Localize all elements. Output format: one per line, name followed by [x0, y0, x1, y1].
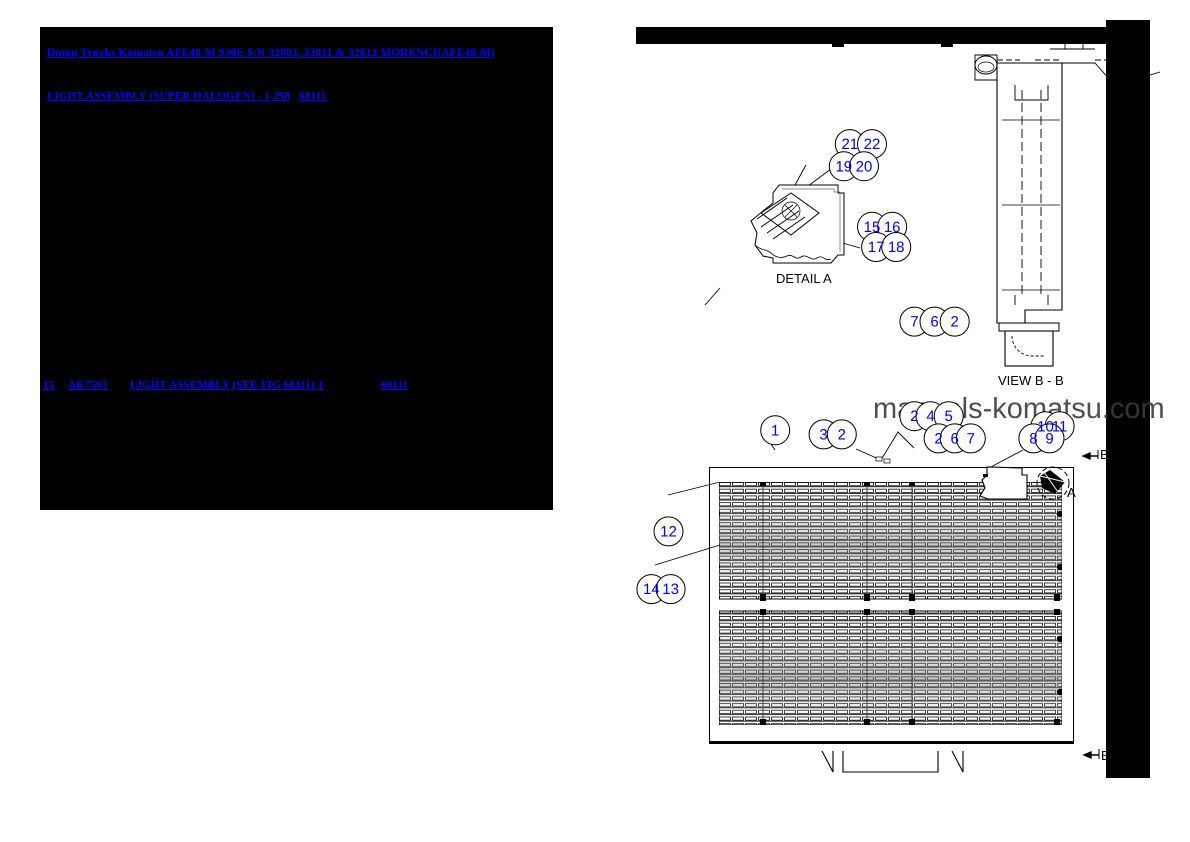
svg-text:21: 21: [841, 136, 858, 153]
svg-text:15: 15: [864, 219, 881, 236]
svg-text:2: 2: [838, 426, 846, 443]
svg-text:B: B: [1100, 447, 1109, 462]
svg-text:2: 2: [934, 430, 942, 447]
svg-text:14: 14: [643, 581, 660, 598]
svg-text:1: 1: [771, 422, 779, 439]
svg-text:4: 4: [926, 408, 934, 425]
svg-text:6: 6: [951, 430, 959, 447]
svg-text:5: 5: [945, 408, 953, 425]
svg-text:19: 19: [835, 158, 852, 175]
svg-text:18: 18: [888, 239, 905, 256]
svg-text:8: 8: [1029, 430, 1037, 447]
svg-text:7: 7: [910, 314, 918, 331]
svg-text:13: 13: [662, 581, 679, 598]
svg-text:2: 2: [951, 314, 959, 331]
svg-text:9: 9: [1045, 430, 1053, 447]
svg-text:B: B: [1101, 748, 1110, 763]
svg-text:DETAIL A: DETAIL A: [776, 271, 832, 286]
svg-text:6: 6: [930, 314, 938, 331]
svg-text:3: 3: [819, 426, 827, 443]
svg-text:20: 20: [856, 158, 873, 175]
svg-text:16: 16: [884, 219, 901, 236]
svg-text:VIEW B - B: VIEW B - B: [998, 373, 1064, 388]
svg-text:2: 2: [910, 408, 918, 425]
svg-text:12: 12: [660, 523, 677, 540]
svg-text:22: 22: [864, 136, 881, 153]
svg-text:A: A: [1067, 485, 1076, 500]
svg-text:11: 11: [1052, 418, 1068, 435]
svg-text:7: 7: [967, 430, 975, 447]
svg-text:17: 17: [868, 239, 885, 256]
